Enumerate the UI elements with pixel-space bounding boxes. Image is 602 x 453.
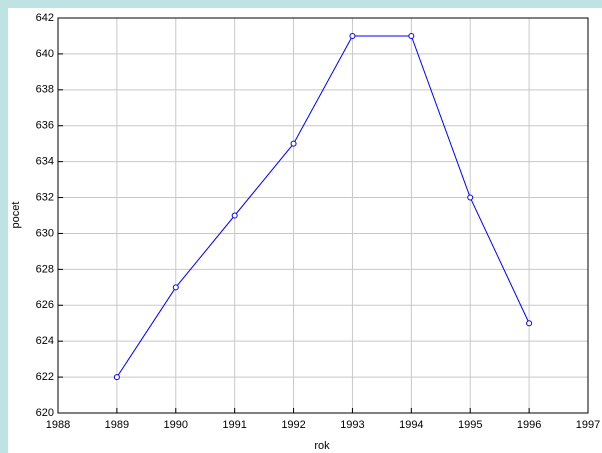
- y-tick-label: 638: [36, 84, 54, 96]
- panel: [8, 8, 602, 453]
- marker: [349, 32, 356, 39]
- x-tick-label: 1990: [164, 419, 188, 431]
- plot-frame: [57, 17, 589, 414]
- x-tick-label: 1997: [576, 419, 600, 431]
- x-tick-label: 1991: [222, 419, 246, 431]
- y-tick-label: 626: [36, 299, 54, 311]
- x-tick-label: 1989: [105, 419, 129, 431]
- y-tick-label: 636: [36, 120, 54, 132]
- x-axis-label: rok: [314, 440, 330, 452]
- x-tick-label: 1995: [458, 419, 482, 431]
- marker: [172, 284, 179, 291]
- x-tick-label: 1996: [517, 419, 541, 431]
- marker: [526, 320, 533, 327]
- y-tick-label: 622: [36, 371, 54, 383]
- marker: [290, 140, 297, 147]
- y-tick-label: 634: [36, 156, 54, 168]
- y-tick-label: 628: [36, 263, 54, 275]
- marker: [231, 212, 238, 219]
- x-tick-label: 1993: [340, 419, 364, 431]
- marker: [467, 194, 474, 201]
- y-axis-label: pocet: [10, 202, 22, 229]
- x-tick-label: 1992: [281, 419, 305, 431]
- y-tick-label: 620: [36, 407, 54, 419]
- marker: [113, 374, 120, 381]
- line: [116, 35, 530, 378]
- x-tick-label: 1988: [46, 419, 70, 431]
- x-tick-label: 1994: [399, 419, 423, 431]
- y-tick-label: 640: [36, 48, 54, 60]
- marker: [408, 32, 415, 39]
- y-tick-label: 630: [36, 227, 54, 239]
- y-tick-label: 624: [36, 335, 54, 347]
- y-tick-label: 642: [36, 12, 54, 24]
- y-tick-label: 632: [36, 191, 54, 203]
